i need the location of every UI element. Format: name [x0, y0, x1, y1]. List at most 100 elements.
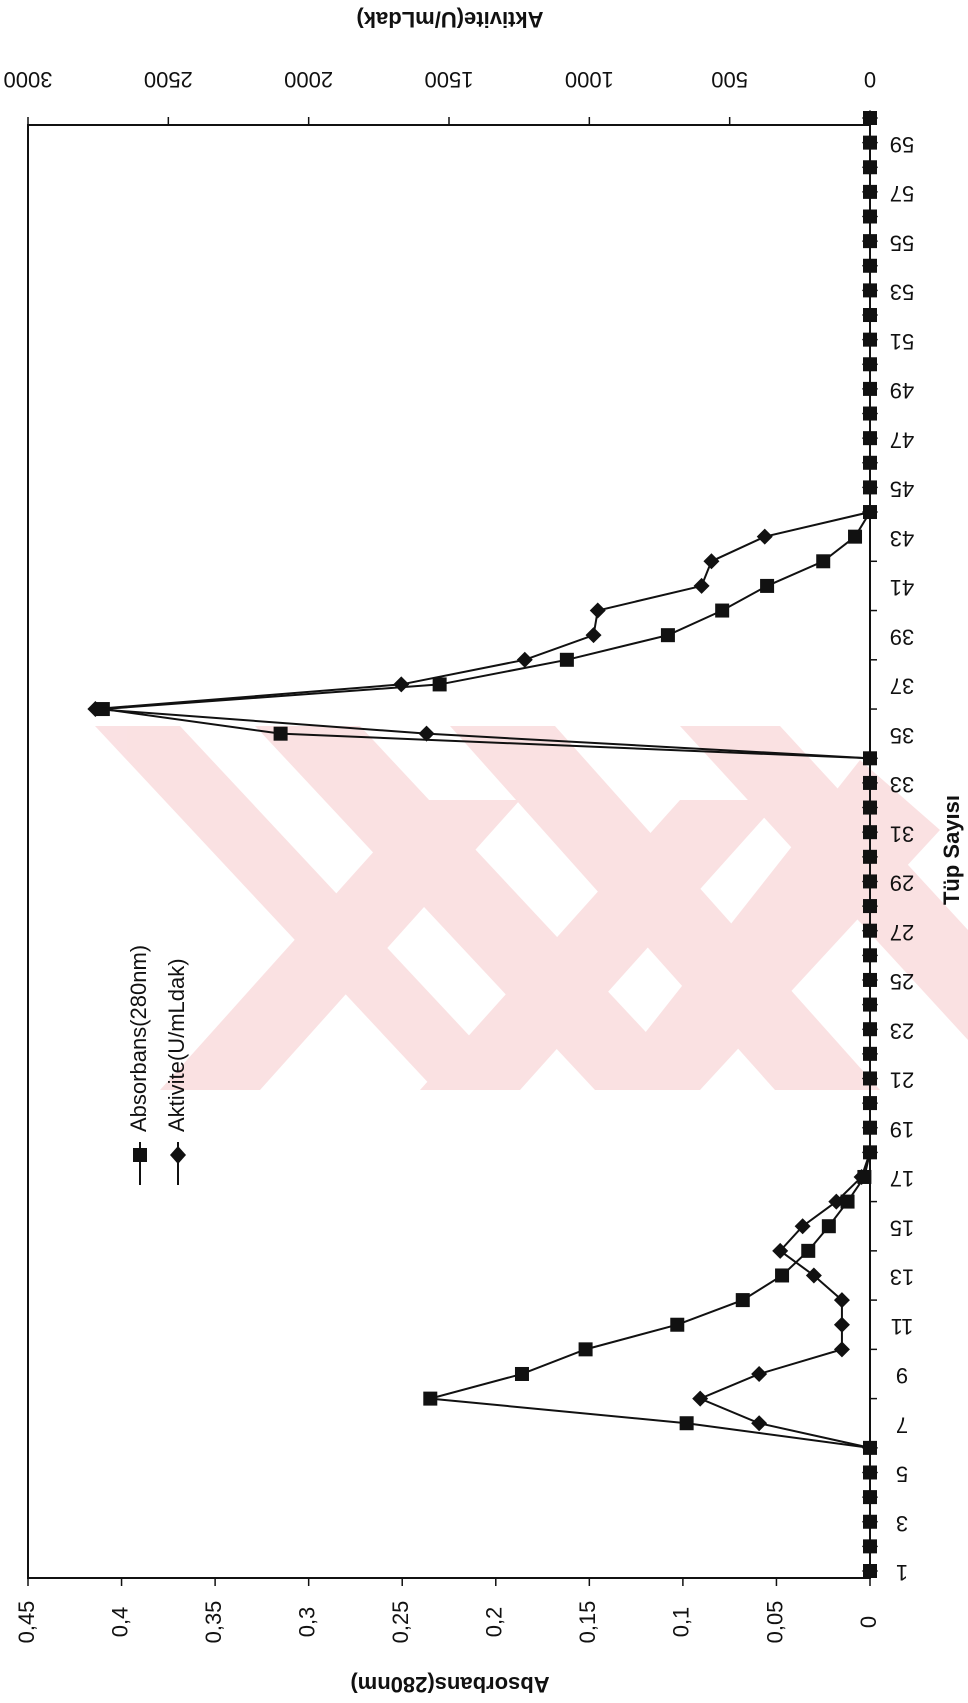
- data-point-diamond: [756, 528, 773, 545]
- data-point-square: [679, 1416, 694, 1431]
- data-point-square: [775, 1268, 790, 1283]
- left-axis-tick-label: 0,2: [482, 1607, 507, 1638]
- left-axis-ticks: 0 0,05 0,1 0,15 0,2 0,25 0,3 0,35 0,4 0,45: [14, 1578, 881, 1643]
- x-axis-tick-label: 21: [890, 1068, 914, 1093]
- data-point-diamond: [862, 799, 878, 816]
- data-point-square: [735, 1293, 750, 1308]
- data-point-diamond: [862, 1464, 878, 1481]
- data-point-diamond: [853, 1168, 870, 1185]
- x-axis-tick-label: 43: [890, 526, 914, 551]
- data-point-diamond: [862, 971, 878, 988]
- data-point-diamond: [862, 208, 878, 225]
- data-point-diamond: [393, 676, 410, 693]
- data-point-diamond: [862, 110, 878, 126]
- data-point-diamond: [751, 1365, 768, 1382]
- legend-marker-diamond: [170, 1146, 186, 1164]
- data-point-diamond: [862, 1538, 878, 1555]
- data-point-diamond: [862, 1489, 878, 1506]
- right-axis-ticks: 0 500 1000 1500 2000 2500 3000: [4, 67, 876, 125]
- data-point-diamond: [862, 1095, 878, 1112]
- data-point-diamond: [862, 380, 878, 397]
- data-point-diamond: [862, 996, 878, 1013]
- right-axis-tick-label: 2000: [284, 67, 333, 92]
- legend-label-aktivite: Aktivite(U/mLdak): [164, 958, 189, 1132]
- data-point-diamond: [862, 430, 878, 447]
- x-axis-title: Tüp Sayısı: [939, 795, 964, 905]
- left-axis-tick-label: 0,25: [388, 1601, 413, 1644]
- data-point-square: [432, 677, 447, 692]
- data-point-diamond: [862, 848, 878, 865]
- x-axis-tick-label: 53: [890, 280, 914, 305]
- legend: Absorbans(280nm) Aktivite(U/mLdak): [126, 945, 189, 1185]
- left-axis-tick-label: 0,05: [762, 1601, 787, 1644]
- right-axis-tick-label: 2500: [144, 67, 193, 92]
- data-point-square: [670, 1317, 685, 1332]
- data-point-diamond: [833, 1316, 850, 1333]
- data-point-diamond: [862, 1021, 878, 1038]
- data-point-diamond: [862, 1513, 878, 1530]
- x-axis-tick-label: 33: [890, 772, 914, 797]
- data-point-diamond: [862, 750, 878, 767]
- data-point-diamond: [862, 774, 878, 791]
- data-point-diamond: [862, 134, 878, 151]
- data-point-diamond: [516, 651, 533, 668]
- data-point-square: [801, 1243, 816, 1258]
- x-axis-tick-label: 9: [896, 1363, 908, 1388]
- series-aktivite: [87, 110, 878, 1579]
- data-point-diamond: [772, 1242, 789, 1259]
- data-point-diamond: [862, 1070, 878, 1087]
- data-point-diamond: [862, 1563, 878, 1579]
- left-axis-tick-label: 0,4: [107, 1607, 132, 1638]
- data-point-diamond: [589, 602, 606, 619]
- watermark: [95, 726, 968, 1090]
- x-axis-tick-label: 7: [896, 1412, 908, 1437]
- data-point-square: [660, 628, 675, 643]
- data-point-diamond: [805, 1267, 822, 1284]
- data-point-diamond: [833, 1292, 850, 1309]
- data-point-diamond: [862, 405, 878, 422]
- data-point-diamond: [862, 898, 878, 915]
- data-point-diamond: [862, 479, 878, 496]
- data-point-diamond: [862, 873, 878, 890]
- data-point-diamond: [862, 1144, 878, 1161]
- data-point-square: [559, 652, 574, 667]
- x-axis-tick-label: 57: [890, 181, 914, 206]
- watermark-band-1: [95, 726, 520, 1090]
- x-axis-tick-label: 15: [890, 1215, 914, 1240]
- right-axis-title: Aktivite(U/mLdak): [356, 7, 543, 32]
- x-axis-tick-label: 25: [890, 969, 914, 994]
- left-axis-tick-label: 0,1: [669, 1607, 694, 1638]
- data-point-square: [848, 529, 863, 544]
- data-point-diamond: [862, 331, 878, 348]
- x-axis-tick-label: 59: [890, 132, 914, 157]
- legend-marker-square: [133, 1148, 147, 1162]
- x-axis-tick-label: 31: [890, 821, 914, 846]
- x-axis-tick-label: 39: [890, 624, 914, 649]
- data-point-diamond: [862, 824, 878, 841]
- watermark-band-5: [160, 800, 520, 1090]
- right-axis-tick-label: 3000: [4, 67, 53, 92]
- x-axis-tick-label: 49: [890, 378, 914, 403]
- data-point-square: [715, 603, 730, 618]
- watermark-band-6: [420, 800, 780, 1090]
- x-axis-tick-label: 47: [890, 427, 914, 452]
- data-point-square: [760, 578, 775, 593]
- data-point-diamond: [862, 233, 878, 250]
- data-point-diamond: [418, 725, 435, 742]
- x-axis-tick-label: 13: [890, 1265, 914, 1290]
- x-axis-tick-label: 3: [896, 1511, 908, 1536]
- data-point-square: [273, 726, 288, 741]
- right-axis-tick-label: 1500: [425, 67, 474, 92]
- x-axis-tick-label: 1: [896, 1560, 908, 1585]
- data-point-diamond: [862, 947, 878, 964]
- data-point-square: [423, 1391, 438, 1406]
- data-point-square: [821, 1219, 836, 1234]
- watermark-band-7: [600, 760, 940, 1090]
- x-axis-tick-label: 29: [890, 871, 914, 896]
- left-axis-tick-label: 0,35: [201, 1601, 226, 1644]
- right-axis-tick-label: 500: [711, 67, 748, 92]
- data-point-diamond: [87, 701, 104, 718]
- data-point-diamond: [862, 307, 878, 324]
- data-point-diamond: [751, 1415, 768, 1432]
